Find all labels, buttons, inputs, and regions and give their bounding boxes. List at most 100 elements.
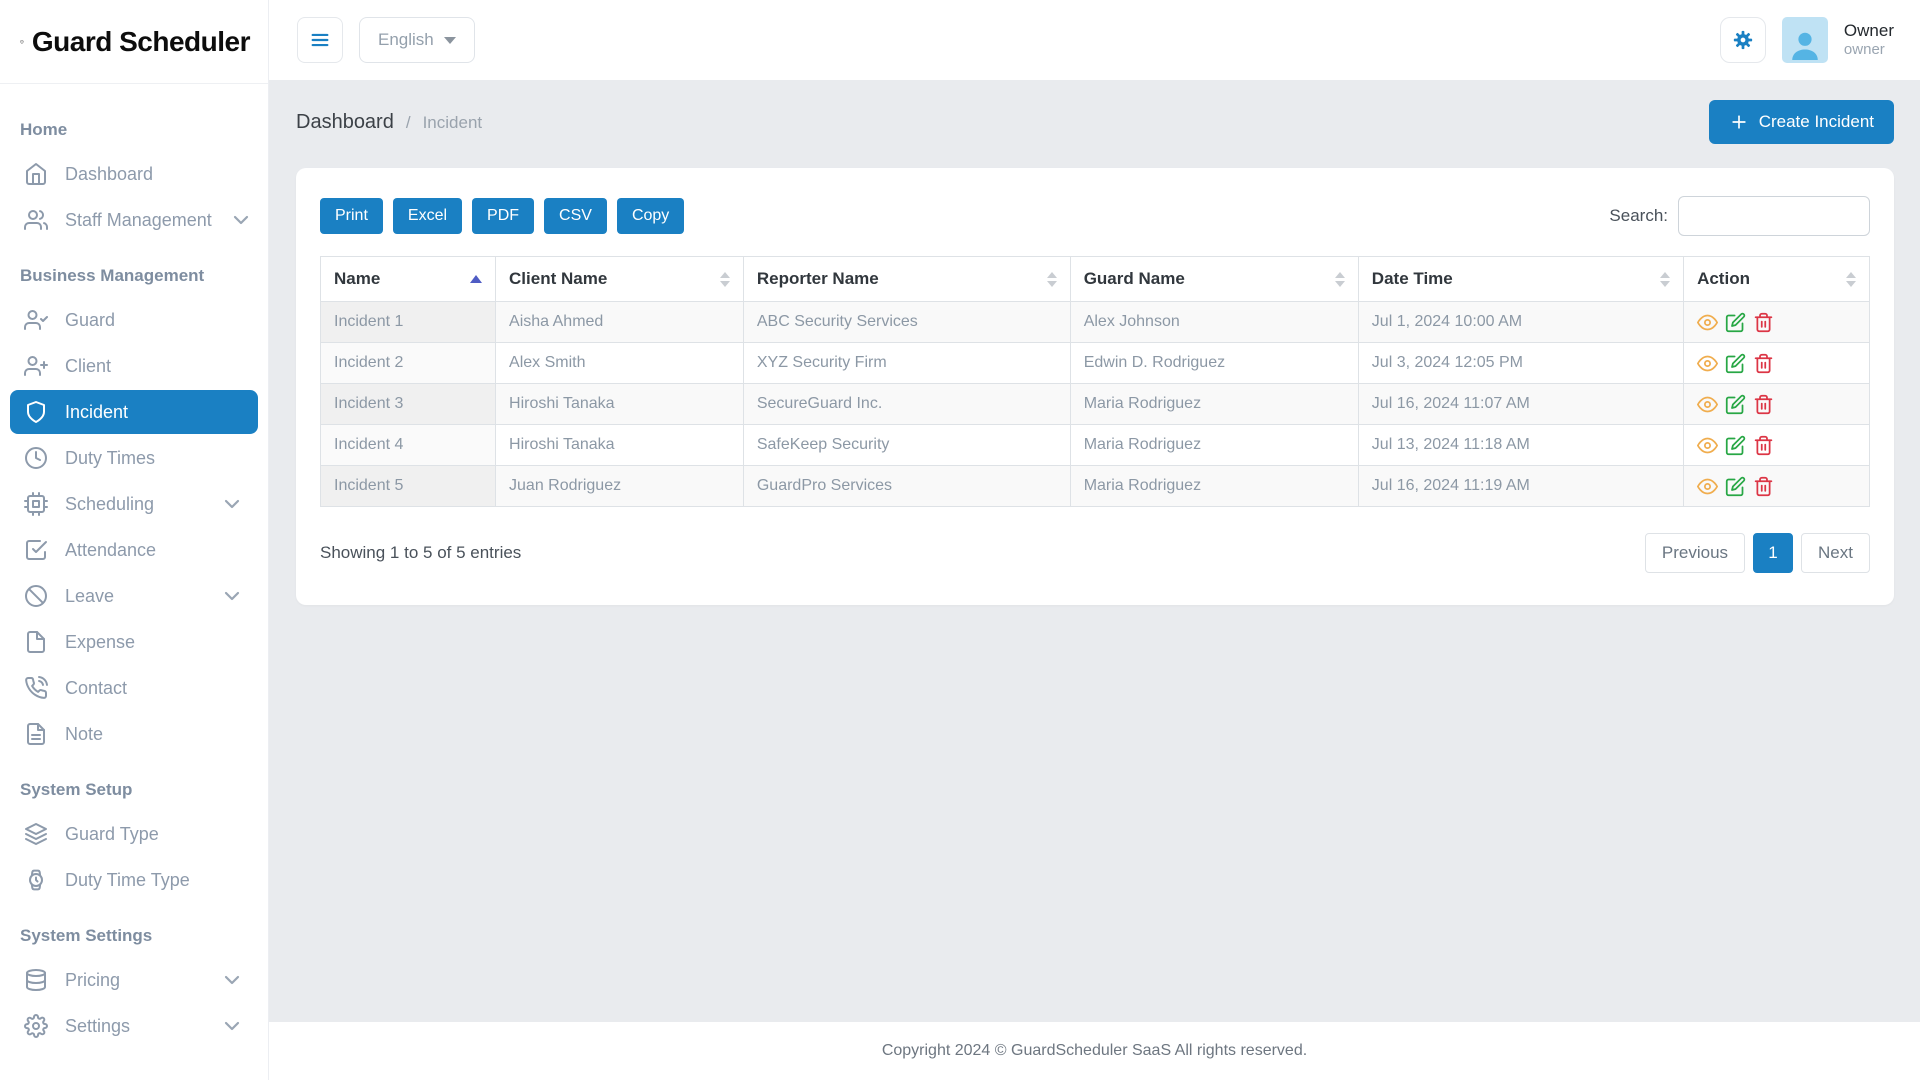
cell-name: Incident 2 [319, 342, 497, 384]
cell-date-time: Jul 16, 2024 11:19 AM [1357, 465, 1685, 507]
export-pdf-button[interactable]: PDF [472, 198, 535, 234]
pagination-previous-button[interactable]: Previous [1644, 533, 1746, 573]
edit-button[interactable] [1725, 394, 1746, 415]
delete-button[interactable] [1753, 312, 1774, 333]
edit-icon [1725, 312, 1746, 333]
app-logo[interactable]: Guard Scheduler [0, 0, 268, 84]
column-header-action[interactable]: Action [1683, 256, 1870, 302]
table-row: Incident 2 Alex Smith XYZ Security Firm … [319, 342, 1870, 384]
sidebar-item-pricing[interactable]: Pricing [10, 958, 258, 1002]
create-incident-button[interactable]: Create Incident [1708, 100, 1894, 144]
sidebar-item-incident[interactable]: Incident [10, 390, 258, 434]
view-button[interactable] [1697, 312, 1718, 333]
sidebar-item-attendance[interactable]: Attendance [10, 528, 258, 572]
header-row: Name Client Name Reporter Name Guard Nam… [319, 256, 1870, 302]
pagination-next-button[interactable]: Next [1801, 533, 1870, 573]
app-title: Guard Scheduler [31, 25, 251, 57]
copyright-text: Copyright 2024 © GuardScheduler SaaS All… [881, 1042, 1308, 1059]
view-button[interactable] [1697, 394, 1718, 415]
delete-button[interactable] [1753, 476, 1774, 497]
column-header-date-time[interactable]: Date Time [1357, 256, 1685, 302]
sidebar-section-header: Home [20, 120, 68, 139]
sidebar-section: Business Management Guard Client Inciden… [0, 244, 268, 756]
view-button[interactable] [1697, 476, 1718, 497]
table-footer: Showing 1 to 5 of 5 entries Previous 1 Nex… [320, 533, 1870, 573]
eye-icon [1697, 353, 1718, 374]
table-row: Incident 4 Hiroshi Tanaka SafeKeep Secur… [319, 424, 1870, 466]
export-csv-button[interactable]: CSV [544, 198, 607, 234]
column-header-guard-name[interactable]: Guard Name [1069, 256, 1359, 302]
search-area: Search: [1609, 196, 1870, 236]
delete-button[interactable] [1753, 435, 1774, 456]
pagination-page-1[interactable]: 1 [1753, 533, 1794, 573]
sidebar-item-client[interactable]: Client [10, 344, 258, 388]
language-dropdown[interactable]: English [359, 17, 475, 63]
sidebar-item-duty-times[interactable]: Duty Times [10, 436, 258, 480]
sidebar-item-leave[interactable]: Leave [10, 574, 258, 618]
sidebar-item-duty-time-type[interactable]: Duty Time Type [10, 858, 258, 902]
menu-icon [309, 29, 331, 51]
layers-icon [24, 822, 48, 846]
edit-button[interactable] [1725, 312, 1746, 333]
cell-actions [1683, 301, 1870, 343]
settings-button[interactable] [1719, 17, 1766, 63]
user-name: Owner [1843, 20, 1894, 40]
user-menu[interactable]: Owner owner [1844, 21, 1894, 59]
column-header-client-name[interactable]: Client Name [495, 256, 744, 302]
view-button[interactable] [1697, 435, 1718, 456]
sidebar-item-dashboard[interactable]: Dashboard [10, 152, 258, 196]
cell-guard-name: Maria Rodriguez [1069, 424, 1359, 466]
database-icon [24, 968, 48, 992]
export-print-button[interactable]: Print [320, 198, 383, 234]
trash-icon [1753, 435, 1774, 456]
pagination: Previous 1 Next [1644, 533, 1870, 573]
sidebar-toggle-button[interactable] [297, 17, 343, 63]
trash-icon [1753, 476, 1774, 497]
cell-guard-name: Edwin D. Rodriguez [1069, 342, 1359, 384]
sidebar-item-contact[interactable]: Contact [10, 666, 258, 710]
trash-icon [1753, 394, 1774, 415]
cell-reporter-name: ABC Security Services [742, 301, 1071, 343]
table-toolbar: Print Excel PDF CSV Copy Search: [320, 196, 1870, 236]
breadcrumb-dashboard-link[interactable]: Dashboard [296, 110, 394, 133]
delete-button[interactable] [1753, 353, 1774, 374]
sidebar-item-scheduling[interactable]: Scheduling [10, 482, 258, 526]
edit-button[interactable] [1725, 476, 1746, 497]
caret-down-icon [443, 36, 456, 44]
cell-reporter-name: XYZ Security Firm [742, 342, 1071, 384]
sidebar-section-header: System Setup [20, 780, 133, 799]
column-header-reporter-name[interactable]: Reporter Name [742, 256, 1071, 302]
table-body: Incident 1 Aisha Ahmed ABC Security Serv… [319, 301, 1870, 507]
search-input[interactable] [1678, 196, 1870, 236]
edit-button[interactable] [1725, 353, 1746, 374]
sidebar-item-staff-management[interactable]: Staff Management [10, 198, 258, 242]
edit-button[interactable] [1725, 435, 1746, 456]
cell-client-name: Alex Smith [495, 342, 744, 384]
sidebar-item-expense[interactable]: Expense [10, 620, 258, 664]
check-square-icon [24, 538, 48, 562]
chevron-down-icon [220, 584, 244, 608]
export-copy-button[interactable]: Copy [616, 198, 685, 234]
sidebar-item-guard[interactable]: Guard [10, 298, 258, 342]
delete-button[interactable] [1753, 394, 1774, 415]
sidebar-item-guard-type[interactable]: Guard Type [10, 812, 258, 856]
sidebar-item-note[interactable]: Note [10, 712, 258, 756]
cell-reporter-name: GuardPro Services [742, 465, 1071, 507]
cell-actions [1683, 424, 1870, 466]
cell-client-name: Hiroshi Tanaka [495, 424, 744, 466]
clock-icon [24, 446, 48, 470]
cell-date-time: Jul 3, 2024 12:05 PM [1357, 342, 1685, 384]
chevron-down-icon [220, 1014, 244, 1038]
phone-icon [24, 676, 48, 700]
view-button[interactable] [1697, 353, 1718, 374]
export-excel-button[interactable]: Excel [392, 198, 463, 234]
sidebar-item-settings[interactable]: Settings [10, 1004, 258, 1048]
cpu-icon [24, 492, 48, 516]
eye-icon [1697, 312, 1718, 333]
sidebar-section-header: System Settings [20, 926, 153, 945]
cell-actions [1683, 342, 1870, 384]
cell-reporter-name: SafeKeep Security [742, 424, 1071, 466]
avatar[interactable] [1781, 17, 1828, 63]
column-header-name[interactable]: Name [319, 256, 497, 302]
